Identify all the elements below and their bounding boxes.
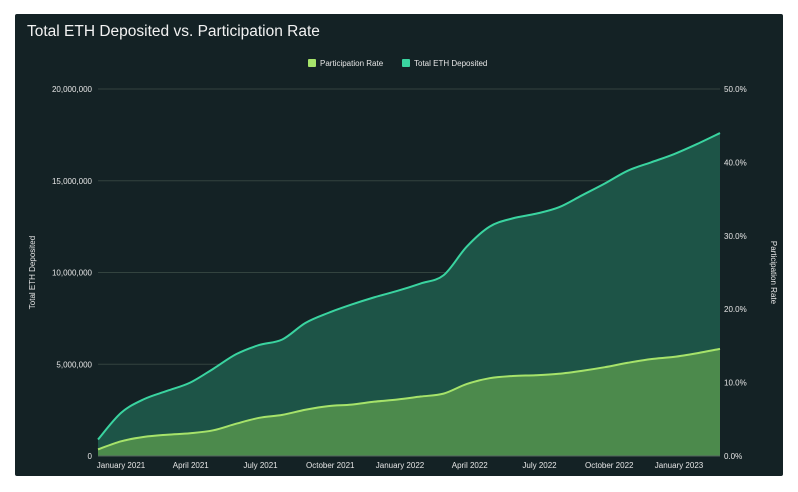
y-right-tick-label: 10.0% <box>724 379 747 388</box>
legend-swatch <box>402 59 410 67</box>
chart-canvas: 0 5,000,000 10,000,000 15,000,000 20,000,000… <box>28 59 778 470</box>
y-left-tick-label: 0 <box>88 452 93 461</box>
legend-label: Total ETH Deposited <box>414 59 487 68</box>
y-left-tick-label: 10,000,000 <box>52 269 93 278</box>
x-tick-label: July 2022 <box>522 461 557 470</box>
y-right-tick-label: 40.0% <box>724 158 747 167</box>
x-tick-label: January 2021 <box>97 461 146 470</box>
y-left-tick-label: 20,000,000 <box>52 85 93 94</box>
y-right-tick-label: 30.0% <box>724 232 747 241</box>
y-right-tick-label: 20.0% <box>724 305 747 314</box>
legend-swatch <box>308 59 316 67</box>
y-left-tick-label: 5,000,000 <box>56 360 92 369</box>
x-tick-label: October 2022 <box>585 461 634 470</box>
participation-rate-line <box>97 347 721 451</box>
x-tick-label: April 2022 <box>452 461 489 470</box>
y-left-axis-title: Total ETH Deposited <box>28 236 37 309</box>
x-tick-label: April 2021 <box>173 461 210 470</box>
x-tick-label: July 2021 <box>243 461 278 470</box>
y-right-tick-label: 0.0% <box>724 452 742 461</box>
x-tick-label: January 2023 <box>655 461 704 470</box>
participation-rate-area <box>98 348 720 456</box>
x-tick-label: October 2021 <box>306 461 355 470</box>
y-right-tick-label: 50.0% <box>724 85 747 94</box>
legend-label: Participation Rate <box>320 59 384 68</box>
chart-title: Total ETH Deposited vs. Participation Ra… <box>27 23 320 40</box>
eth-deposited-line <box>97 132 721 441</box>
y-right-axis-title: Participation Rate <box>769 241 778 305</box>
chart-panel: Total ETH Deposited vs. Participation Ra… <box>15 14 783 476</box>
y-left-tick-label: 15,000,000 <box>52 177 93 186</box>
x-tick-label: January 2022 <box>376 461 425 470</box>
